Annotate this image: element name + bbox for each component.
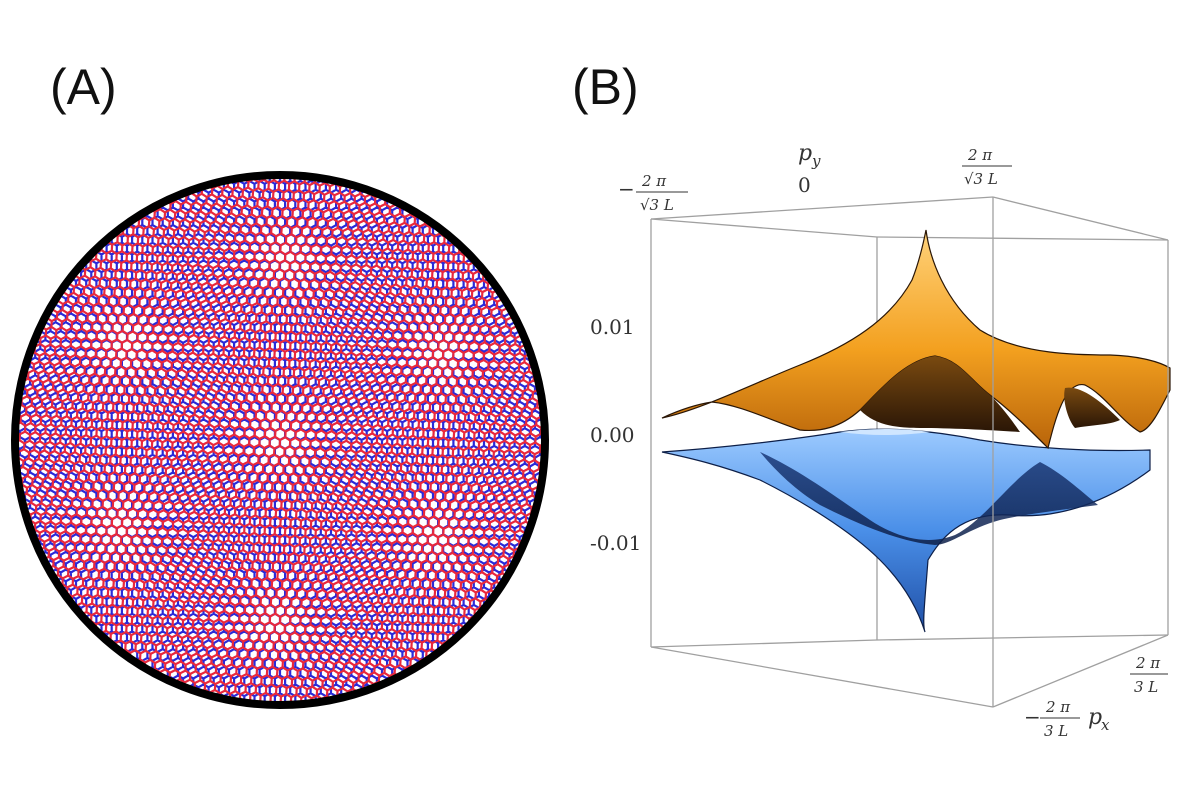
- py-tick-right-den: √3 L: [964, 170, 998, 188]
- px-axis-name: p: [1088, 705, 1102, 730]
- energy-tick-pos: 0.01: [590, 315, 635, 339]
- py-tick-right-num: 2 π: [967, 146, 993, 164]
- box-front-edges: [650, 196, 1169, 708]
- py-tick-left-minus: −: [618, 177, 635, 201]
- py-axis: − 2 π √3 L p y 0 2 π √3 L: [618, 141, 1012, 214]
- px-tick-left-den: 3 L: [1044, 722, 1068, 740]
- px-tick-left-num: 2 π: [1045, 698, 1071, 716]
- py-axis-sub: y: [811, 152, 821, 170]
- lattice-boundary-circle: [11, 171, 549, 709]
- px-axis-sub: x: [1101, 716, 1110, 734]
- lower-band-surface: [661, 428, 1151, 633]
- panel-b-label: (B): [572, 59, 639, 115]
- px-axis: 2 π 3 L − 2 π 3 L p x: [1024, 654, 1168, 740]
- py-axis-name: p: [798, 141, 812, 166]
- px-tick-right-den: 3 L: [1134, 678, 1158, 696]
- energy-tick-neg: -0.01: [590, 531, 641, 555]
- energy-tick-zero: 0.00: [590, 423, 635, 447]
- py-tick-left-num: 2 π: [641, 172, 667, 190]
- px-tick-left-minus: −: [1024, 705, 1041, 729]
- panel-a-label: (A): [50, 59, 117, 115]
- upper-band-surface: [661, 229, 1171, 450]
- py-tick-left-den: √3 L: [640, 196, 674, 214]
- py-tick-zero: 0: [798, 173, 811, 197]
- px-tick-right-num: 2 π: [1135, 654, 1161, 672]
